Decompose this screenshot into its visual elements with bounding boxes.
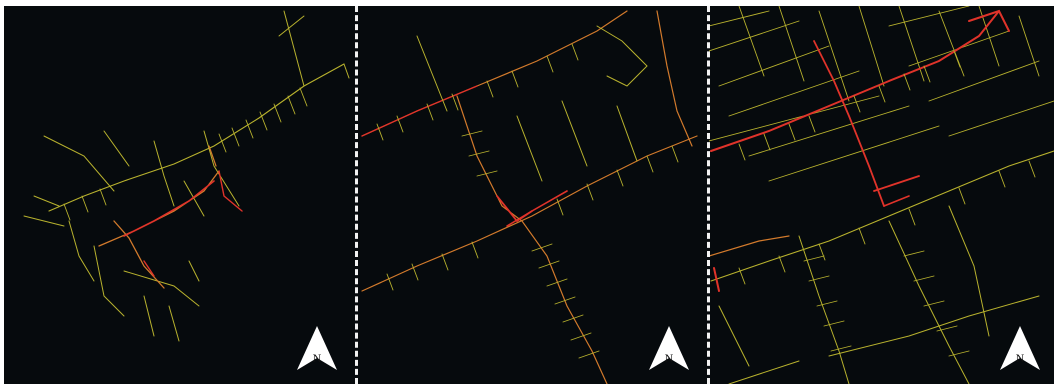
map-panel-c: N	[709, 6, 1054, 384]
north-arrow-icon	[1000, 326, 1040, 370]
north-label: N	[1015, 351, 1025, 365]
map-panel-b: N	[357, 6, 707, 384]
north-arrow: N	[998, 324, 1042, 372]
map-panel-a: N	[4, 6, 355, 384]
north-label: N	[312, 351, 322, 365]
north-arrow: N	[295, 324, 339, 372]
panel-divider	[707, 6, 710, 384]
network-lines-c	[709, 6, 1054, 384]
network-map-figure: N	[4, 6, 1054, 384]
network-lines-b	[361, 10, 698, 384]
north-label: N	[664, 351, 674, 365]
north-arrow-icon	[649, 326, 689, 370]
north-arrow-icon	[297, 326, 337, 370]
north-arrow: N	[647, 324, 691, 372]
panel-divider	[355, 6, 358, 384]
network-lines-a	[23, 10, 350, 342]
